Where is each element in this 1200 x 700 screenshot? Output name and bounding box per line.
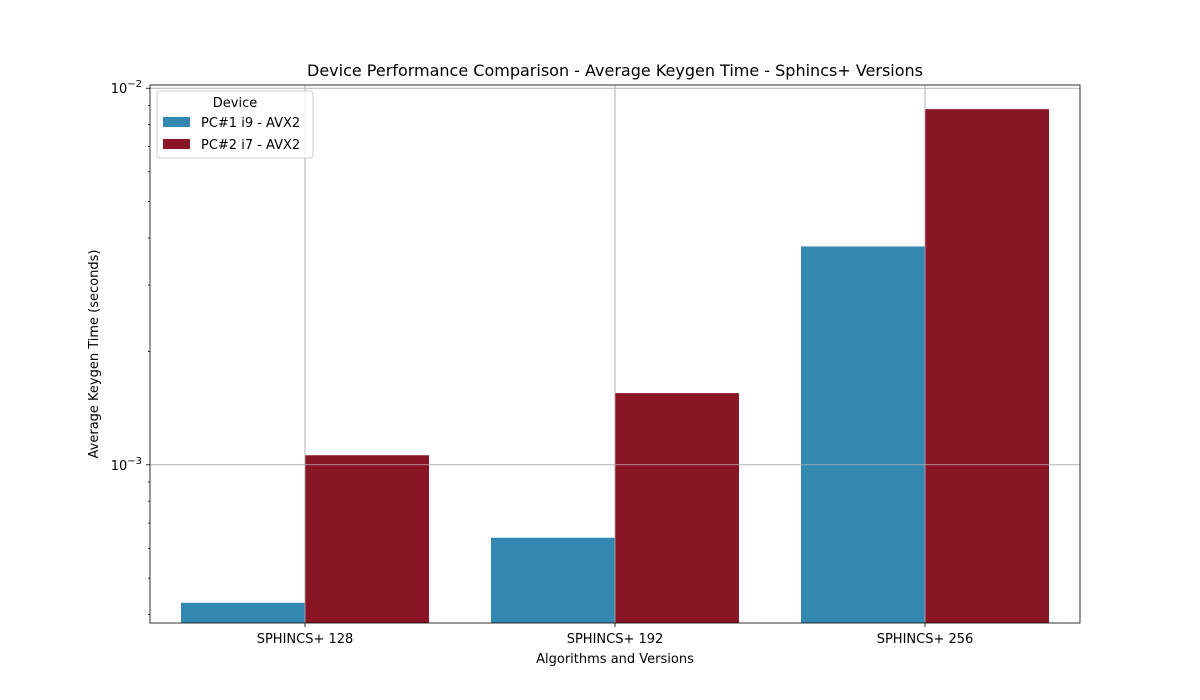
bar-series1-cat1 <box>615 393 739 623</box>
x-tick-label-2: SPHINCS+ 256 <box>877 632 974 647</box>
x-tick-label-1: SPHINCS+ 192 <box>567 632 664 647</box>
bar-series1-cat0 <box>305 455 429 623</box>
legend-swatch-pc2 <box>163 139 190 149</box>
y-tick-label-0: 10−3 <box>111 456 142 474</box>
legend: Device PC#1 i9 - AVX2 PC#2 i7 - AVX2 <box>156 90 314 159</box>
legend-label-pc1: PC#1 i9 - AVX2 <box>201 116 300 131</box>
legend-label-pc2: PC#2 i7 - AVX2 <box>201 138 300 153</box>
x-axis-label: Algorithms and Versions <box>536 652 694 667</box>
bar-series1-cat2 <box>925 109 1049 623</box>
legend-box <box>156 90 314 159</box>
y-tick-label-1: 10−2 <box>111 79 142 97</box>
legend-swatch-pc1 <box>163 117 190 127</box>
x-tick-label-0: SPHINCS+ 128 <box>257 632 354 647</box>
chart-title: Device Performance Comparison - Average … <box>307 61 923 80</box>
y-axis-label: Average Keygen Time (seconds) <box>87 250 102 459</box>
bar-series0-cat1 <box>491 537 615 623</box>
bar-series0-cat2 <box>801 246 925 624</box>
legend-title: Device <box>213 96 257 111</box>
axes-layer: SPHINCS+ 128 SPHINCS+ 192 SPHINCS+ 256 10−3… <box>111 79 1081 647</box>
bar-series0-cat0 <box>181 602 305 623</box>
bars-layer <box>150 85 1080 624</box>
